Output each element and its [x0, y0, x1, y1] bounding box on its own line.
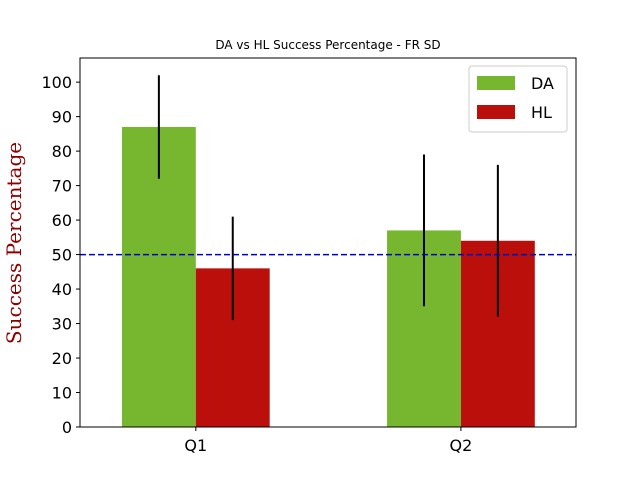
y-tick-label: 0 [62, 418, 72, 437]
y-tick-label: 40 [52, 280, 72, 299]
y-tick-label: 50 [52, 246, 72, 265]
legend: DA HL [468, 65, 568, 133]
y-tick-label: 100 [41, 73, 72, 92]
x-tick-label-q2: Q2 [450, 436, 473, 455]
y-tick-label: 70 [52, 177, 72, 196]
bars-group [121, 126, 535, 428]
legend-label-hl: HL [531, 103, 552, 122]
y-axis-label: Success Percentage [2, 142, 26, 344]
y-tick-label: 80 [52, 142, 72, 161]
y-tick-label: 10 [52, 384, 72, 403]
plot-frame [79, 57, 577, 428]
legend-label-da: DA [531, 74, 554, 93]
y-axis-ticks: 0 10 20 30 40 50 60 70 80 90 100 [41, 73, 80, 437]
y-tick-label: 30 [52, 315, 72, 334]
legend-swatch-hl [477, 105, 515, 119]
x-axis-ticks: Q1 Q2 [184, 427, 472, 455]
x-tick-label-q1: Q1 [184, 436, 207, 455]
y-tick-label: 90 [52, 108, 72, 127]
y-tick-label: 20 [52, 349, 72, 368]
chart-title: DA vs HL Success Percentage - FR SD [215, 38, 440, 52]
error-bars-group [157, 75, 499, 321]
legend-swatch-da [477, 76, 515, 90]
y-tick-label: 60 [52, 211, 72, 230]
